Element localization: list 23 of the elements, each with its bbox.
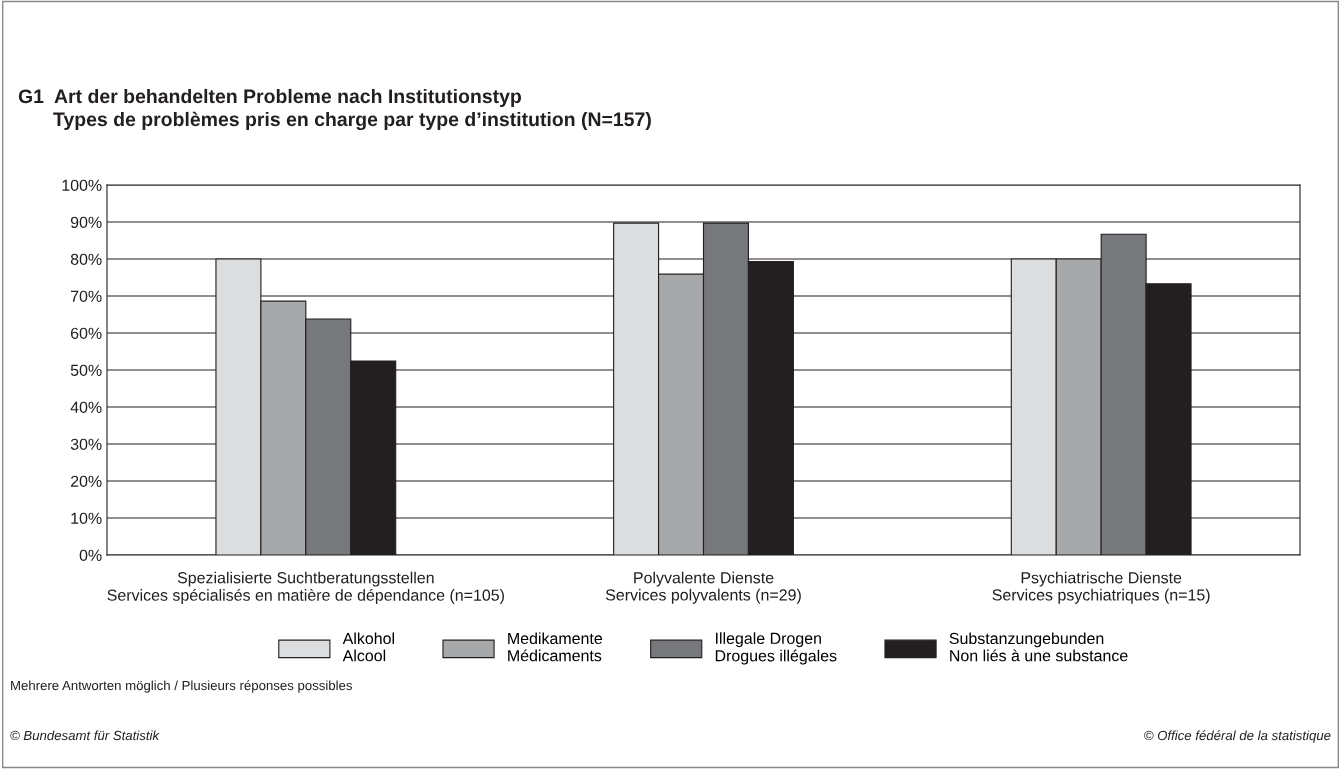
y-tick-label: 50% [70,364,102,376]
y-tick-label: 10% [71,512,102,524]
y-tick-label: 60% [70,327,102,339]
y-tick-label: 70% [70,290,102,302]
y-tick-label: 0% [79,549,102,561]
x-tick-label: Spezialisierte Suchtberatungsstellen Services spécialisés en matière de dépendance (n=105) [107,571,504,604]
legend-label: Medikamente Médicaments [508,632,603,662]
x-tick-label: Psychiatrische Dienste Services psychiatriques (n=15) [992,571,1210,604]
y-tick-label: 90% [70,216,102,228]
legend-label: Alkohol Alcool [342,632,394,662]
y-tick-label: 100% [62,179,102,191]
y-tick-label: 80% [70,253,102,265]
text: © Office fédéral de la statistique [1144,730,1331,743]
y-tick-label: 20% [70,475,102,487]
chart-title: G1 Art der behandelten Probleme nach Institutionstyp [18,88,522,108]
y-tick-label: 40% [70,401,102,413]
y-tick-label: 30% [70,438,102,450]
text: Mehrere Antworten möglich / Plusieurs réponses possibles [11,680,353,693]
text: © Bundesamt für Statistik [10,730,160,741]
x-tick-label: Polyvalente Dienste Services polyvalents (n=29) [605,571,801,604]
chart-subtitle: Types de problèmes pris en charge par type d’institution (N=157) [53,111,651,131]
legend-label: Substanzungebunden Non liés à une substance [949,632,1128,662]
legend-label: Illegale Drogen Drogues illégales [715,632,837,665]
